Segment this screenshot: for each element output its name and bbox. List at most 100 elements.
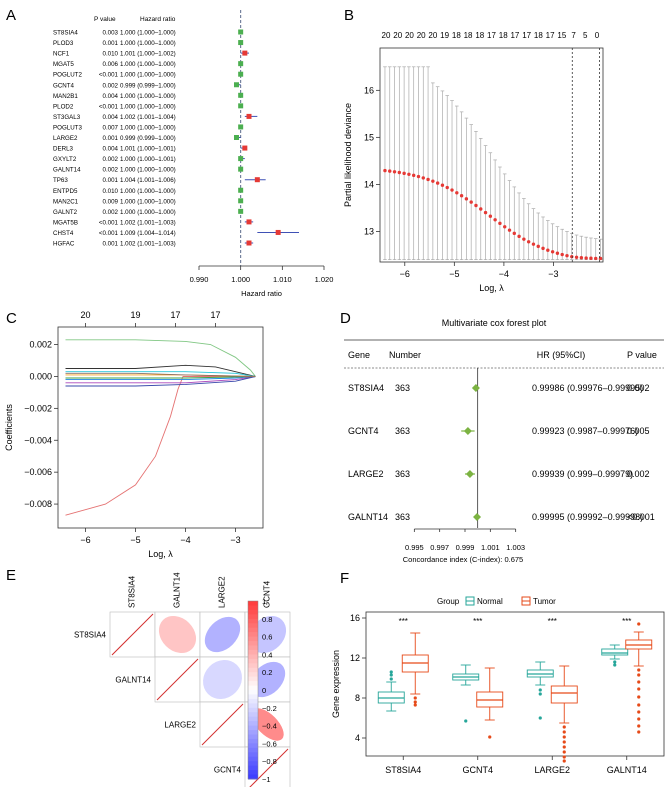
gene-label: GCNT4 bbox=[53, 82, 75, 89]
coefficient-path bbox=[65, 339, 256, 377]
diagonal-line bbox=[156, 658, 199, 701]
hr-point bbox=[238, 40, 244, 46]
p-value: <0.001 bbox=[99, 103, 119, 110]
hr-ci-text: 1.000 (1.000–1.000) bbox=[120, 72, 176, 79]
panel-label-e: E bbox=[6, 567, 16, 584]
p-value: <0.001 bbox=[99, 72, 119, 79]
colorbar-segment bbox=[248, 649, 258, 655]
p-value: <0.001 bbox=[99, 230, 119, 237]
hr-point bbox=[234, 135, 239, 140]
deviance-point bbox=[402, 171, 406, 176]
y-tick-label: 0.002 bbox=[29, 340, 52, 350]
column-header-p: P value bbox=[627, 350, 657, 360]
number-label: 363 bbox=[395, 383, 410, 393]
top-count-label: 20 bbox=[405, 31, 414, 40]
hr-diamond bbox=[463, 427, 472, 435]
deviance-point bbox=[555, 251, 560, 255]
top-count-label: 0 bbox=[595, 31, 600, 40]
gene-label: MGAT5 bbox=[53, 61, 74, 68]
gene-label: DERL3 bbox=[53, 146, 74, 153]
hr-ci-text: 1.000 (1.000–1.000) bbox=[120, 93, 176, 100]
number-label: 363 bbox=[395, 512, 410, 522]
colorbar-segment bbox=[248, 721, 258, 727]
legend-title: Group bbox=[437, 597, 460, 606]
gene-label: PLOD3 bbox=[53, 40, 74, 47]
colorbar-tick-label: 0.6 bbox=[262, 633, 272, 642]
panel-label-a: A bbox=[6, 7, 16, 24]
p-value: 0.001 bbox=[103, 241, 119, 248]
deviance-point bbox=[450, 188, 454, 192]
panel-label-b: B bbox=[344, 7, 354, 24]
deviance-point bbox=[493, 218, 497, 222]
outlier-point bbox=[562, 755, 566, 759]
correlation-ellipse bbox=[158, 615, 197, 654]
deviance-point bbox=[589, 256, 593, 260]
deviance-point bbox=[392, 170, 397, 174]
coefficient-path bbox=[65, 372, 256, 377]
deviance-point bbox=[570, 254, 574, 259]
x-tick-label: 0.990 bbox=[190, 275, 209, 284]
x-tick-label: 0.995 bbox=[405, 543, 424, 552]
y-tick-label: −0.006 bbox=[24, 467, 52, 477]
hr-ci-text: 1.004 (1.001–1.006) bbox=[120, 177, 176, 184]
gene-label: CHST4 bbox=[53, 230, 74, 237]
hr-ci-text: 1.002 (1.001–1.003) bbox=[120, 241, 176, 248]
y-tick-label: 0.000 bbox=[29, 371, 52, 381]
outlier-point bbox=[562, 730, 566, 734]
p-value: <0.001 bbox=[627, 512, 655, 522]
p-value: 0.010 bbox=[103, 188, 119, 195]
x-tick-label: 1.010 bbox=[273, 275, 292, 284]
top-count-label: 5 bbox=[583, 31, 588, 40]
p-value: 0.007 bbox=[103, 124, 119, 131]
legend-label: Normal bbox=[477, 597, 503, 606]
p-value: 0.001 bbox=[103, 40, 119, 47]
panel-d-multivariate-forest-plot: Multivariate cox forest plot Gene Number HR… bbox=[344, 318, 664, 564]
y-tick-label: 16 bbox=[364, 85, 374, 95]
colorbar-segment bbox=[248, 627, 258, 633]
x-tick-label: −3 bbox=[230, 535, 240, 545]
top-count-label: 18 bbox=[452, 31, 461, 40]
gene-label: HGFAC bbox=[53, 241, 75, 248]
panel-label-d: D bbox=[340, 310, 351, 327]
deviance-point bbox=[383, 168, 387, 173]
hr-point bbox=[242, 50, 248, 56]
gene-label: ST3GAL3 bbox=[53, 114, 81, 121]
p-value: <0.001 bbox=[99, 219, 119, 226]
deviance-point bbox=[411, 173, 416, 178]
hr-ci-text: 1.001 (1.000–1.001) bbox=[120, 146, 176, 153]
colorbar-tick-label: 1 bbox=[262, 597, 266, 606]
correlation-ellipse bbox=[203, 660, 242, 699]
hr-ci-text: 0.99923 (0.9987–0.99976) bbox=[532, 426, 638, 436]
hr-point bbox=[242, 145, 248, 151]
colorbar-tick-label: 0.8 bbox=[262, 615, 272, 624]
outlier-point bbox=[562, 745, 566, 749]
gene-label: MGAT5B bbox=[53, 219, 78, 226]
colorbar-segment bbox=[248, 698, 258, 704]
gene-label: GCNT4 bbox=[348, 426, 379, 436]
top-count-label: 17 bbox=[170, 310, 180, 320]
y-axis-title: Gene expression bbox=[331, 650, 341, 718]
coefficient-path bbox=[65, 376, 256, 384]
hr-diamond bbox=[465, 470, 474, 478]
outlier-point bbox=[562, 740, 566, 744]
x-tick-label: GCNT4 bbox=[462, 765, 493, 775]
coefficient-path bbox=[65, 376, 256, 379]
colorbar-segment bbox=[248, 601, 258, 606]
colorbar-segment bbox=[248, 770, 258, 776]
outlier-point bbox=[637, 673, 641, 677]
deviance-point bbox=[594, 256, 598, 261]
top-count-label: 17 bbox=[510, 31, 519, 40]
p-value: 0.001 bbox=[103, 177, 119, 184]
hr-ci-text: 0.99939 (0.999–0.99979) bbox=[532, 469, 633, 479]
deviance-point bbox=[459, 194, 464, 198]
outlier-point bbox=[488, 735, 492, 739]
colorbar-segment bbox=[248, 747, 258, 753]
outlier-point bbox=[637, 724, 641, 728]
panel-f-boxplot: Group Normal Tumor *** ST8SIA4 *** GCNT4 *** LAR… bbox=[331, 596, 665, 775]
deviance-point bbox=[407, 172, 411, 176]
top-count-label: 15 bbox=[557, 31, 566, 40]
top-count-label: 18 bbox=[534, 31, 543, 40]
number-label: 363 bbox=[395, 426, 410, 436]
outlier-point bbox=[637, 695, 641, 699]
